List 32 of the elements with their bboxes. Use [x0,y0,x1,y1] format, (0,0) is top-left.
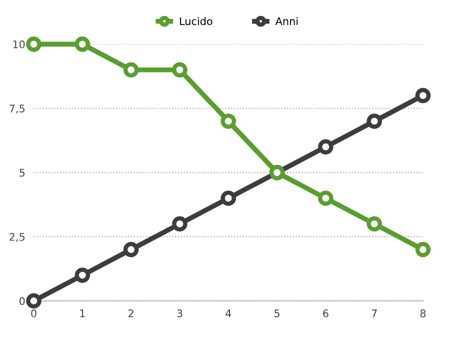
x-tick-label: 2 [128,309,134,318]
point [123,62,139,78]
x-tick-label: 8 [420,309,426,318]
y-tick-label: 5 [20,168,25,177]
point [415,242,431,258]
point [220,190,236,206]
x-tick-label: 5 [274,310,280,318]
point [123,242,139,258]
point [366,216,382,232]
x-tick-label: 1 [80,310,85,318]
x-tick-label: 7 [372,310,377,318]
point [366,114,382,129]
x-tick-label: 3 [177,309,182,318]
point [318,190,334,206]
x-tick-label: 4 [226,310,232,318]
point [318,139,334,155]
y-tick-label: 10 [13,40,25,48]
legend-label: Anni [275,17,298,25]
x-tick-label: 6 [323,309,328,318]
point [74,268,90,283]
point [172,216,188,232]
point [415,88,431,104]
point [172,62,188,78]
x-tick-label: 0 [31,309,36,318]
point [74,36,90,52]
point [26,293,42,309]
point [220,114,236,129]
y-tick-label: 7,5 [10,104,25,114]
point [26,36,42,52]
y-tick-label: 2,5 [10,232,25,242]
legend-label: Lucido [180,17,212,26]
y-tick-label: 0 [19,297,25,306]
